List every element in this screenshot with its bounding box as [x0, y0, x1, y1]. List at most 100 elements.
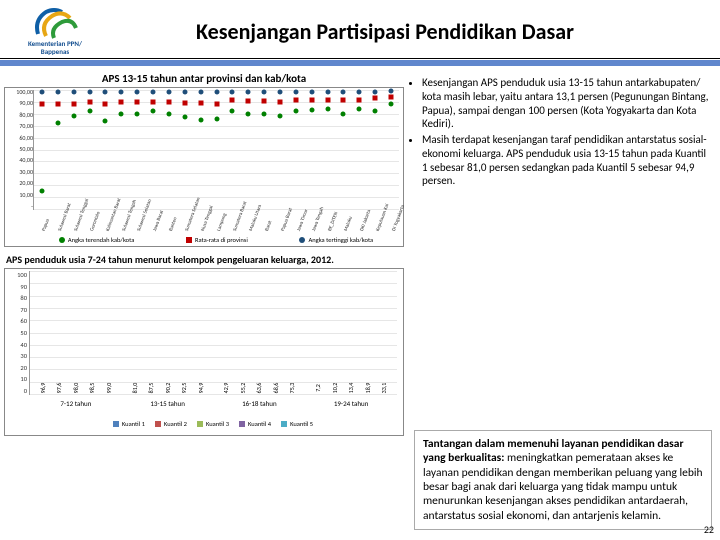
chart1-point	[166, 111, 171, 116]
chart1-point	[293, 90, 298, 95]
chart1-point	[135, 90, 140, 95]
chart1-point	[182, 115, 187, 120]
chart1-point	[389, 95, 394, 100]
chart1-point	[357, 107, 362, 112]
chart1-point	[309, 97, 314, 102]
chart2-title: APS penduduk usia 7-24 tahun menurut kel…	[6, 253, 404, 266]
chart1-point	[151, 99, 156, 104]
chart1-title: APS 13-15 tahun antar provinsi dan kab/k…	[4, 72, 404, 85]
chart1-point	[246, 98, 251, 103]
chart1-point	[135, 111, 140, 116]
chart1-point	[151, 109, 156, 114]
chart1-point	[214, 102, 219, 107]
chart2-legend-item: Kuantil 1	[113, 420, 145, 428]
page-title: Kesenjangan Partisipasi Pendidikan Dasar	[100, 18, 710, 45]
chart1-point	[214, 90, 219, 95]
chart2-legend-item: Kuantil 5	[281, 420, 313, 428]
chart1-point	[103, 118, 108, 123]
chart1-point	[39, 90, 44, 95]
chart1-point	[39, 189, 44, 194]
chart1-point	[389, 102, 394, 107]
chart1-point	[277, 114, 282, 119]
chart1-point	[119, 99, 124, 104]
chart1-point	[341, 90, 346, 95]
chart1-point	[230, 97, 235, 102]
chart1-point	[55, 102, 60, 107]
chart2-legend-item: Kuantil 4	[239, 420, 271, 428]
logo: Kementerian PPN/ Bappenas	[10, 6, 100, 56]
chart1-point	[389, 89, 394, 94]
chart2-y-axis: 1009080706050403020100	[7, 271, 27, 395]
chart1-point	[230, 109, 235, 114]
chart1-point	[325, 90, 330, 95]
chart1-point	[198, 101, 203, 106]
legend-avg: Rata-rata di provinsi	[186, 236, 248, 244]
chart1-point	[293, 97, 298, 102]
legend-high-label: Angka tertinggi kab/kota	[308, 236, 373, 244]
chart1-point	[71, 114, 76, 119]
chart1-point	[373, 96, 378, 101]
chart1-point	[246, 111, 251, 116]
chart1-point	[262, 111, 267, 116]
chart1-point	[277, 90, 282, 95]
chart1-point	[119, 90, 124, 95]
logo-sub: Bappenas	[41, 47, 69, 56]
chart1-point	[55, 90, 60, 95]
chart1-point	[198, 117, 203, 122]
legend-avg-label: Rata-rata di provinsi	[195, 236, 248, 244]
chart1-point	[309, 108, 314, 113]
tantangan-box: Tantangan dalam memenuhi layanan pendidi…	[414, 430, 712, 530]
chart1-point	[166, 99, 171, 104]
chart1-point	[87, 109, 92, 114]
chart1-point	[357, 90, 362, 95]
chart1-point	[119, 111, 124, 116]
chart1-point	[309, 90, 314, 95]
chart1-point	[262, 90, 267, 95]
chart1-plot	[33, 90, 399, 210]
chart1: 100,0090,0080,0070,0060,0050,0040,0030,0…	[4, 87, 404, 247]
chart1-point	[182, 90, 187, 95]
chart1-point	[277, 99, 282, 104]
chart1-y-axis: 100,0090,0080,0070,0060,0050,0040,0030,0…	[9, 88, 33, 210]
chart1-point	[325, 107, 330, 112]
bappenas-logo-icon	[32, 6, 78, 40]
chart2-legend-item: Kuantil 2	[155, 420, 187, 428]
legend-low-label: Angka terendah kab/kota	[68, 236, 135, 244]
chart1-point	[198, 90, 203, 95]
chart1-x-labels: PapuaSulawesi BaratSulawesi TenggalGoron…	[33, 210, 399, 232]
chart1-point	[293, 109, 298, 114]
chart1-point	[373, 90, 378, 95]
page-number: 22	[704, 523, 714, 536]
chart2-legend-item: Kuantil 3	[197, 420, 229, 428]
chart1-point	[55, 121, 60, 126]
chart1-point	[71, 90, 76, 95]
chart1-point	[87, 90, 92, 95]
legend-low: Angka terendah kab/kota	[59, 236, 135, 244]
chart1-point	[182, 101, 187, 106]
chart1-point	[325, 97, 330, 102]
chart1-point	[103, 102, 108, 107]
title-underline	[0, 58, 720, 70]
chart1-point	[71, 102, 76, 107]
content: APS 13-15 tahun antar provinsi dan kab/k…	[0, 72, 720, 436]
bullet-item: Masih terdapat kesenjangan taraf pendidi…	[422, 133, 712, 188]
chart1-legend: Angka terendah kab/kota Rata-rata di pro…	[33, 234, 399, 246]
left-column: APS 13-15 tahun antar provinsi dan kab/k…	[4, 72, 404, 436]
chart1-point	[357, 97, 362, 102]
chart1-point	[341, 97, 346, 102]
bullet-list: Kesenjangan APS penduduk usia 13-15 tahu…	[410, 76, 712, 188]
chart1-point	[214, 116, 219, 121]
chart1-point	[262, 98, 267, 103]
chart2-plot: 96,997,698,098,599,07-12 tahun81,087,590…	[29, 271, 397, 395]
chart1-point	[39, 102, 44, 107]
chart1-point	[103, 90, 108, 95]
bullet-item: Kesenjangan APS penduduk usia 13-15 tahu…	[422, 76, 712, 131]
chart1-point	[151, 90, 156, 95]
legend-high: Angka tertinggi kab/kota	[299, 236, 373, 244]
chart2-legend: Kuantil 1 Kuantil 2 Kuantil 3 Kuantil 4 Kuan…	[29, 415, 397, 433]
chart2: 1009080706050403020100 96,997,698,098,59…	[4, 268, 404, 436]
chart1-point	[87, 99, 92, 104]
chart1-point	[166, 90, 171, 95]
header: Kementerian PPN/ Bappenas Kesenjangan Pa…	[0, 0, 720, 58]
right-column: Kesenjangan APS penduduk usia 13-15 tahu…	[408, 72, 714, 436]
